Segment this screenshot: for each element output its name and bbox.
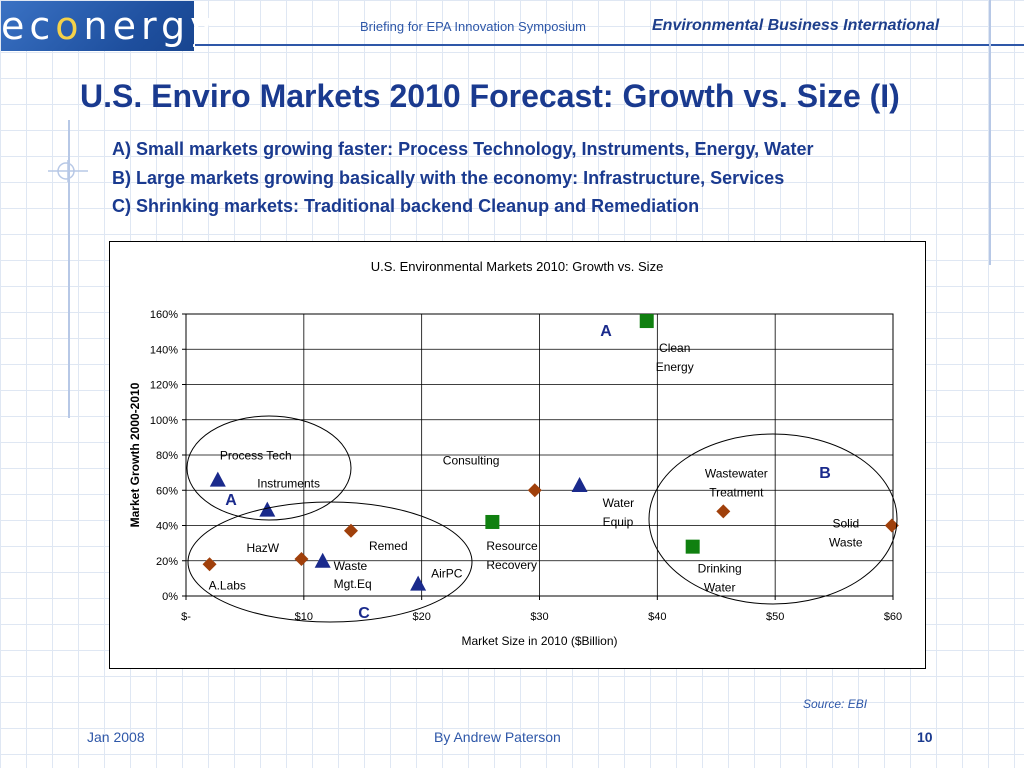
data-point-diamond — [527, 483, 542, 498]
data-point-square — [685, 539, 700, 554]
group-label-a-small: A — [225, 492, 237, 509]
data-point-triangle — [314, 552, 331, 568]
data-label: Equip — [603, 515, 634, 529]
plot-area-border — [185, 313, 894, 597]
data-label: Instruments — [257, 477, 320, 491]
x-tick-label: $50 — [766, 611, 784, 623]
data-label: Consulting — [443, 453, 500, 467]
y-tick-label: 100% — [150, 415, 178, 427]
crosshair-ornament — [48, 160, 88, 182]
bullet-item: C) Shrinking markets: Traditional backen… — [112, 196, 700, 216]
x-tick-label: $- — [181, 611, 191, 623]
x-tick-label: $10 — [295, 611, 313, 623]
data-label: Drinking — [698, 562, 742, 576]
footer-author: By Andrew Paterson — [434, 729, 561, 745]
data-label: Waste — [829, 536, 863, 550]
data-point-diamond — [716, 504, 731, 519]
header-divider — [195, 44, 1024, 46]
data-point-diamond — [884, 518, 899, 533]
data-point-square — [639, 314, 654, 329]
data-label: Mgt.Eq — [334, 577, 372, 591]
data-point-triangle — [571, 476, 588, 492]
data-point-diamond — [202, 557, 217, 572]
group-a-ellipse — [186, 415, 352, 521]
group-label-a-energy: A — [600, 323, 612, 340]
source-note: Source: EBI — [803, 697, 868, 711]
data-label: Resource — [486, 539, 538, 553]
y-tick-label: 40% — [156, 521, 178, 533]
data-label: Treatment — [709, 485, 764, 499]
data-point-triangle — [209, 471, 226, 487]
y-tick-label: 0% — [162, 591, 178, 603]
x-tick-label: $30 — [530, 611, 548, 623]
data-label: Remed — [369, 539, 408, 553]
data-label: HazW — [246, 541, 279, 555]
data-point-diamond — [343, 523, 358, 538]
bullet-item: B) Large markets growing basically with … — [112, 167, 785, 188]
data-label: Solid — [832, 517, 859, 531]
x-tick-label: $40 — [648, 611, 666, 623]
logo-text-accent: o — [55, 4, 84, 48]
scatter-chart: U.S. Environmental Markets 2010: Growth … — [128, 259, 902, 648]
y-tick-label: 140% — [150, 344, 178, 356]
bullet-list: A) Small markets growing faster: Process… — [112, 135, 814, 221]
page-number: 10 — [917, 729, 933, 745]
data-label: Waste — [334, 559, 368, 573]
data-label: Clean — [659, 341, 690, 355]
data-point-diamond — [294, 551, 309, 566]
y-tick-label: 20% — [156, 556, 178, 568]
group-c-ellipse — [187, 501, 473, 623]
y-tick-label: 60% — [156, 485, 178, 497]
organization-label: Environmental Business International — [652, 17, 940, 34]
y-tick-label: 80% — [156, 450, 178, 462]
y-tick-label: 120% — [150, 380, 178, 392]
y-tick-label: 160% — [150, 309, 178, 321]
briefing-label: Briefing for EPA Innovation Symposium — [360, 19, 586, 34]
scatter-chart-container: U.S. Environmental Markets 2010: Growth … — [109, 241, 926, 669]
data-point-triangle — [259, 501, 276, 517]
data-label: A.Labs — [209, 578, 246, 592]
logo-text-prefix: ec — [1, 4, 56, 48]
data-label: AirPC — [431, 567, 463, 581]
data-label: Water — [704, 581, 736, 595]
data-label: Wastewater — [705, 466, 768, 480]
x-tick-label: $60 — [884, 611, 902, 623]
x-axis-label: Market Size in 2010 ($Billion) — [461, 634, 617, 648]
data-label: Water — [603, 496, 635, 510]
logo-text-suffix: nergy — [83, 4, 218, 48]
decorative-vertical-line — [68, 120, 70, 418]
group-b-ellipse — [648, 433, 898, 605]
data-point-square — [485, 514, 500, 529]
group-label-c: C — [358, 605, 370, 622]
data-label: Energy — [656, 360, 694, 374]
x-tick-label: $20 — [412, 611, 430, 623]
data-label: Process Tech — [220, 449, 292, 463]
bullet-item: A) Small markets growing faster: Process… — [112, 139, 814, 159]
y-axis-label: Market Growth 2000-2010 — [128, 382, 142, 527]
footer-date: Jan 2008 — [87, 729, 145, 745]
data-point-triangle — [410, 575, 427, 591]
decorative-vertical-line-right — [989, 0, 991, 265]
econergy-logo: econergy — [1, 1, 213, 51]
slide-title: U.S. Enviro Markets 2010 Forecast: Growt… — [80, 78, 900, 114]
chart-title: U.S. Environmental Markets 2010: Growth … — [371, 259, 664, 274]
group-label-b: B — [819, 465, 831, 482]
data-label: Recovery — [486, 558, 537, 572]
